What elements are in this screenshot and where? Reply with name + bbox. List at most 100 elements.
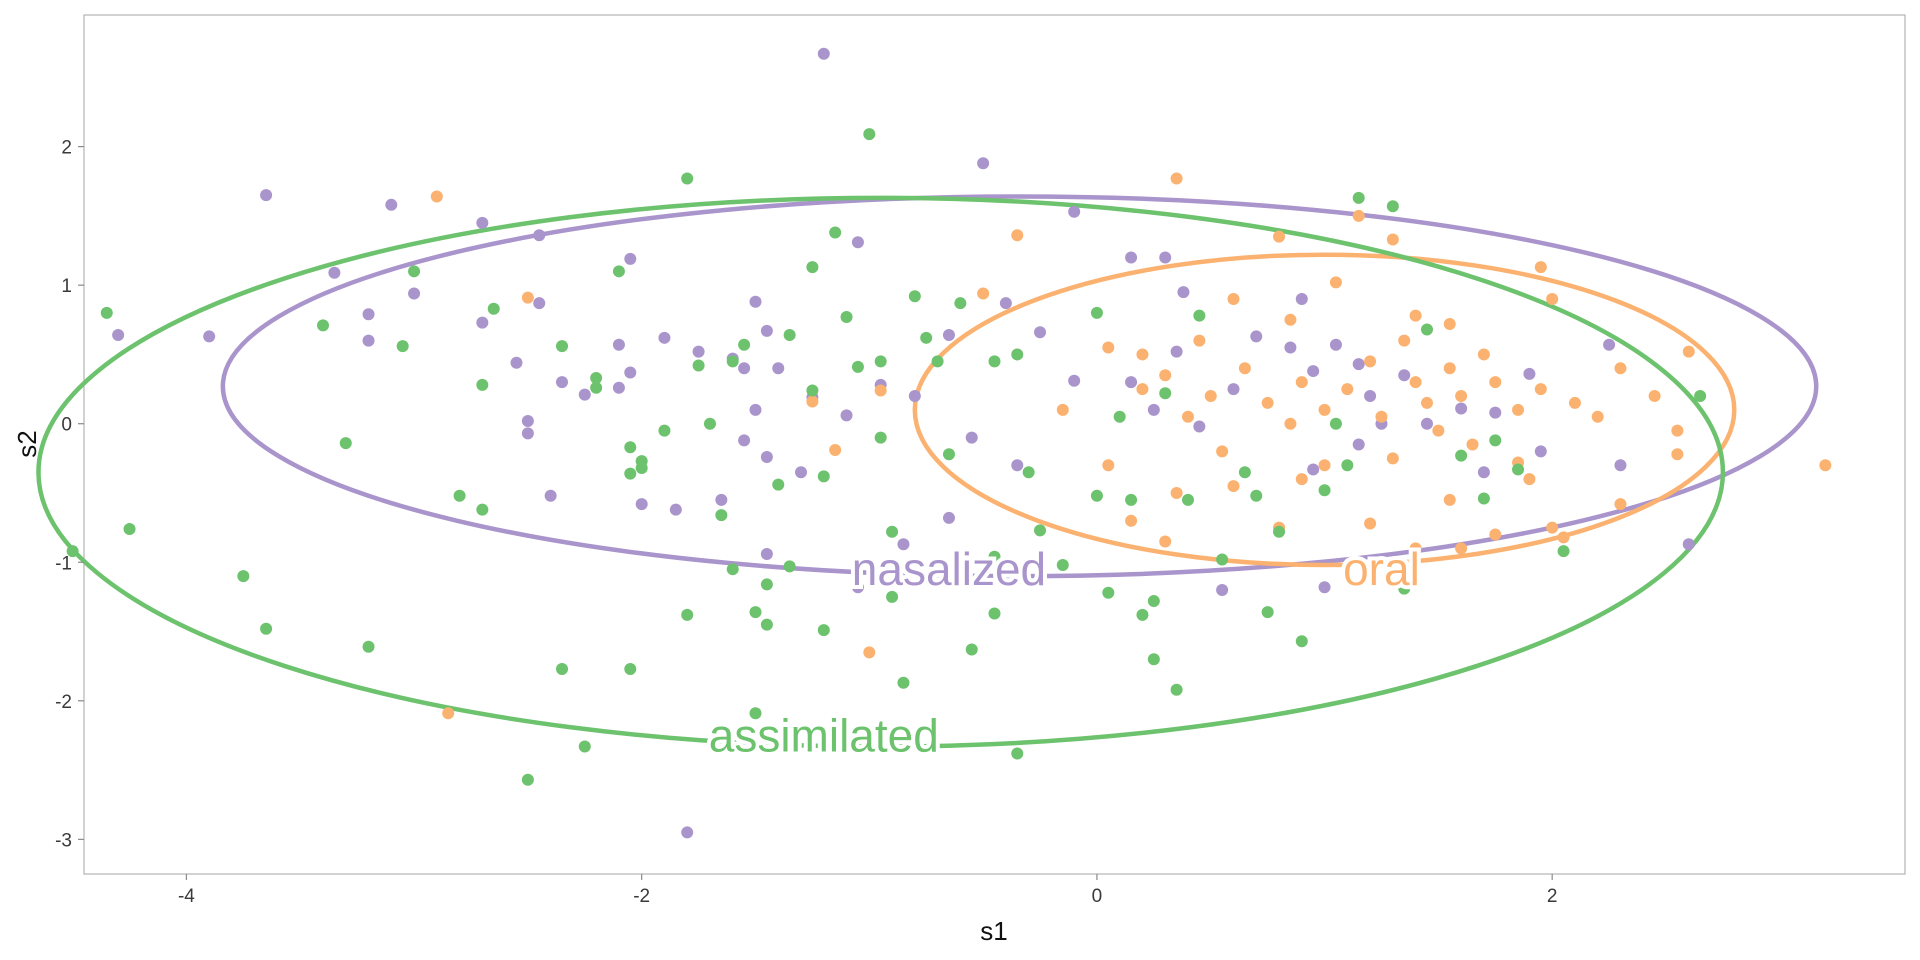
oral-point [1056, 403, 1069, 416]
oral-point [1614, 498, 1627, 511]
oral-point [1136, 348, 1149, 361]
assimilated-point [965, 643, 978, 656]
nasalized-point [977, 157, 990, 170]
assimilated-point [738, 338, 751, 351]
oral-point [1364, 355, 1377, 368]
assimilated-point [874, 355, 887, 368]
assimilated-point [988, 355, 1001, 368]
oral-point [1443, 362, 1456, 375]
nasalized-point [385, 198, 398, 211]
nasalized-point [749, 403, 762, 416]
assimilated-point [1318, 484, 1331, 497]
assimilated-point [772, 478, 785, 491]
oral-point [1352, 209, 1365, 222]
x-tick-label: -2 [633, 886, 650, 907]
assimilated-point [1455, 449, 1468, 462]
assimilated-point [920, 331, 933, 344]
assimilated-point [942, 448, 955, 461]
nasalized-point [1398, 369, 1411, 382]
y-tick-label: -1 [55, 553, 72, 574]
nasalized-point [533, 297, 546, 310]
oral-point [1238, 362, 1251, 375]
assimilated-point [1170, 683, 1183, 696]
nasalized-point [1227, 383, 1240, 396]
assimilated-ellipse [36, 195, 1726, 749]
oral-point [1443, 317, 1456, 330]
assimilated-point [487, 302, 500, 315]
nasalized-point [749, 295, 762, 308]
nasalized-point [1284, 341, 1297, 354]
assimilated-point [1420, 323, 1433, 336]
nasalized-point [544, 489, 557, 502]
nasalized-point [362, 308, 375, 321]
nasalized-point [1125, 376, 1138, 389]
assimilated-point [1090, 489, 1103, 502]
nasalized-point [669, 503, 682, 516]
assimilated-point [874, 431, 887, 444]
nasalized-point [840, 409, 853, 422]
oral-point [977, 287, 990, 300]
nasalized-point [692, 345, 705, 358]
assimilated-point [1386, 200, 1399, 213]
assimilated-point [1022, 466, 1035, 479]
assimilated-point [988, 550, 1001, 563]
x-tick-label: 2 [1547, 886, 1558, 907]
assimilated-point [362, 640, 375, 653]
oral-point [1386, 233, 1399, 246]
assimilated-ellipse-label: assimilated [709, 709, 939, 761]
oral-point [1159, 369, 1172, 382]
oral-point [1466, 438, 1479, 451]
oral-point [1170, 486, 1183, 499]
nasalized-point [1125, 251, 1138, 264]
y-tick-label: 0 [61, 415, 72, 436]
nasalized-point [476, 316, 489, 329]
nasalized-point [1477, 466, 1490, 479]
assimilated-point [1216, 553, 1229, 566]
oral-point [1125, 514, 1138, 527]
assimilated-point [1398, 582, 1411, 595]
nasalized-point [612, 338, 625, 351]
assimilated-point [703, 417, 716, 430]
nasalized-point [578, 388, 591, 401]
oral-point [1295, 376, 1308, 389]
oral-point [1136, 383, 1149, 396]
nasalized-point [760, 547, 773, 560]
oral-point [1614, 362, 1627, 375]
oral-point [1193, 334, 1206, 347]
nasalized-point [795, 466, 808, 479]
nasalized-point [1147, 403, 1160, 416]
nasalized-point [1159, 251, 1172, 264]
assimilated-point [1011, 348, 1024, 361]
assimilated-point [123, 523, 136, 536]
assimilated-point [1125, 493, 1138, 506]
assimilated-point [783, 560, 796, 573]
oral-point [1682, 345, 1695, 358]
assimilated-point [1090, 306, 1103, 319]
assimilated-point [1512, 463, 1525, 476]
nasalized-point [1329, 338, 1342, 351]
oral-point [1409, 309, 1422, 322]
assimilated-point [1034, 524, 1047, 537]
nasalized-point [612, 381, 625, 394]
oral-point [1102, 459, 1115, 472]
assimilated-point [817, 470, 830, 483]
oral-point [1432, 424, 1445, 437]
oral-point [1181, 410, 1194, 423]
assimilated-point [624, 467, 637, 480]
nasalized-point [556, 376, 569, 389]
nasalized-point [1352, 358, 1365, 371]
nasalized-point [260, 189, 273, 202]
oral-point [1489, 376, 1502, 389]
y-axis-title: s2 [12, 430, 42, 457]
assimilated-point [556, 662, 569, 675]
nasalized-point [772, 362, 785, 375]
nasalized-point [942, 329, 955, 342]
assimilated-point [612, 265, 625, 278]
confidence-ellipses [36, 194, 1819, 749]
nasalized-point [362, 334, 375, 347]
oral-point [1648, 390, 1661, 403]
assimilated-point [1181, 493, 1194, 506]
nasalized-point [851, 581, 864, 594]
oral-point [1420, 396, 1433, 409]
assimilated-point [1295, 635, 1308, 648]
